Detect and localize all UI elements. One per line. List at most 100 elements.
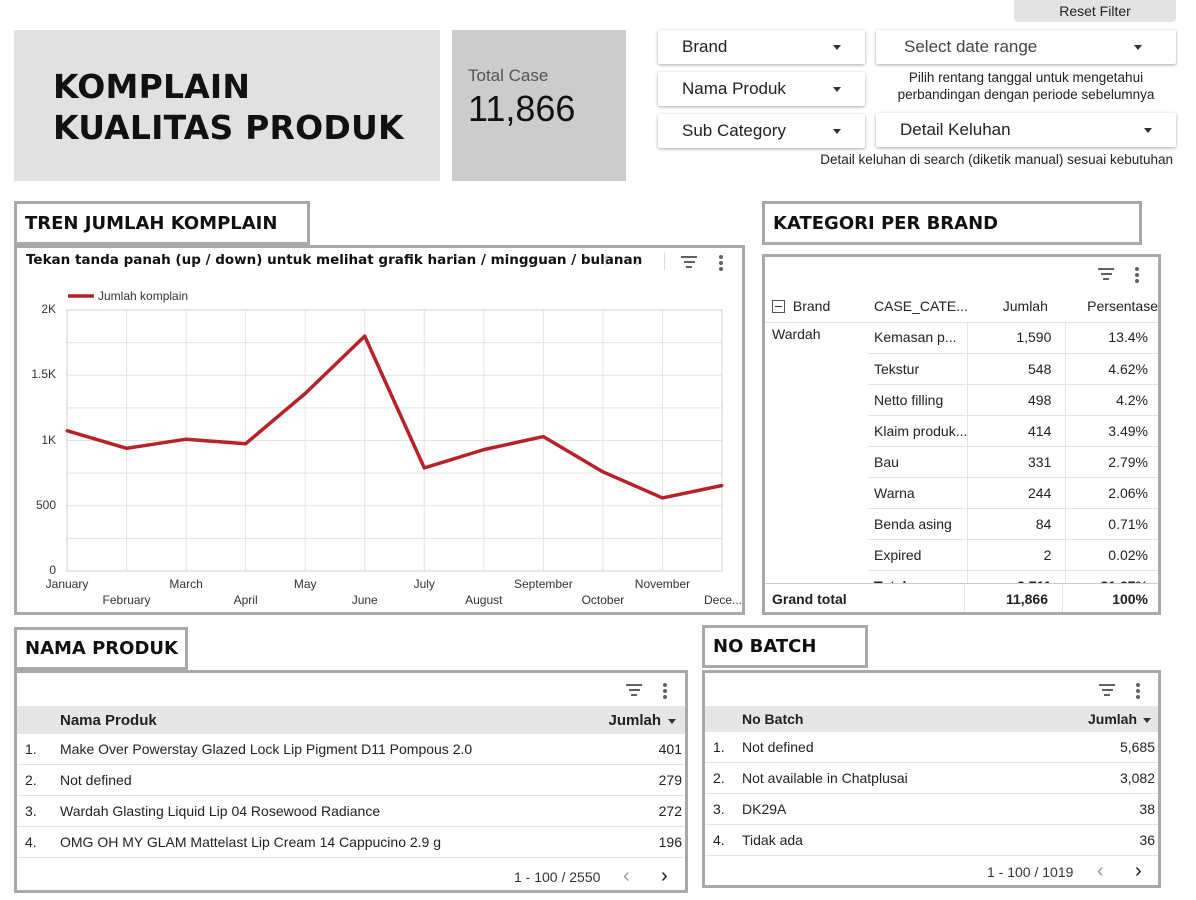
col-header-jumlah[interactable]: Jumlah bbox=[1087, 711, 1137, 727]
x-tick-label: May bbox=[293, 577, 317, 591]
col-header-jumlah[interactable]: Jumlah bbox=[608, 712, 661, 729]
data-point bbox=[303, 392, 307, 396]
x-tick-label: October bbox=[581, 593, 625, 607]
date-range-label: Select date range bbox=[904, 37, 1038, 56]
jumlah-cell: 331 bbox=[967, 446, 1067, 478]
table-row[interactable]: 2. Not available in Chatplusai 3,082 bbox=[705, 763, 1158, 794]
brand-cell bbox=[765, 477, 868, 508]
series-line-jumlah-komplain bbox=[66, 334, 723, 500]
trend-chart-panel bbox=[14, 245, 745, 615]
nama-produk-dropdown-label: Nama Produk bbox=[682, 79, 786, 98]
persentase-cell: 13.4% bbox=[1065, 322, 1158, 354]
sort-desc-icon[interactable] bbox=[668, 719, 676, 724]
row-name: Not defined bbox=[60, 771, 132, 788]
x-tick-label: April bbox=[233, 593, 258, 607]
chevron-left-icon[interactable]: ‹ bbox=[1097, 860, 1104, 882]
col-header-nama-produk[interactable]: Nama Produk bbox=[60, 712, 157, 729]
grand-total-label: Grand total bbox=[772, 591, 847, 607]
nama-produk-pager: 1 - 100 / 2550 bbox=[514, 869, 601, 885]
x-tick-label: Dece... bbox=[703, 593, 742, 607]
category-cell: Expired bbox=[868, 539, 969, 571]
date-range-picker[interactable]: Select date range bbox=[876, 30, 1176, 64]
kpi-total-case: Total Case 11,866 bbox=[452, 30, 626, 181]
more-vert-icon[interactable] bbox=[663, 683, 667, 701]
caret-down-icon bbox=[833, 44, 841, 50]
filter-icon[interactable] bbox=[681, 256, 697, 268]
sort-desc-icon[interactable] bbox=[1143, 718, 1151, 723]
jumlah-cell: 498 bbox=[967, 384, 1067, 416]
table-row[interactable]: 4. OMG OH MY GLAM Mattelast Lip Cream 14 … bbox=[17, 827, 685, 858]
kpi-value: 11,866 bbox=[468, 88, 576, 129]
kategori-table-body: Wardah Kemasan p... 1,590 13.4% Tekstur 548 4.… bbox=[765, 322, 1158, 602]
row-name: Not available in Chatplusai bbox=[742, 769, 908, 786]
col-header-persentase[interactable]: Persentase bbox=[1065, 290, 1158, 323]
caret-down-icon bbox=[833, 128, 841, 134]
jumlah-cell: 244 bbox=[967, 477, 1067, 509]
kategori-table-panel: Brand CASE_CATE... Jumlah Persentase War… bbox=[762, 254, 1161, 615]
row-jumlah: 196 bbox=[658, 833, 682, 850]
caret-down-icon bbox=[1144, 127, 1152, 133]
more-vert-icon[interactable] bbox=[719, 255, 723, 273]
minus-box-icon[interactable] bbox=[772, 299, 785, 313]
row-jumlah: 38 bbox=[1139, 800, 1155, 817]
arrow-up-icon[interactable]: ↑ bbox=[602, 252, 610, 269]
row-name: DK29A bbox=[742, 800, 787, 817]
chevron-left-icon[interactable]: ‹ bbox=[623, 865, 630, 887]
more-vert-icon[interactable] bbox=[1136, 683, 1140, 701]
brand-cell bbox=[765, 353, 868, 384]
filter-icon[interactable] bbox=[1099, 684, 1115, 696]
table-row[interactable]: 4. Tidak ada 36 bbox=[705, 825, 1158, 856]
chevron-right-icon[interactable]: › bbox=[661, 865, 668, 887]
no-batch-pager: 1 - 100 / 1019 bbox=[987, 864, 1074, 880]
sub-category-dropdown-label: Sub Category bbox=[682, 121, 786, 140]
table-row[interactable]: 1. Not defined 5,685 bbox=[705, 732, 1158, 763]
category-cell: Kemasan p... bbox=[868, 322, 969, 354]
row-name: Not defined bbox=[742, 738, 814, 755]
persentase-cell: 4.2% bbox=[1065, 384, 1158, 416]
persentase-cell: 2.06% bbox=[1065, 477, 1158, 509]
col-header-no-batch[interactable]: No Batch bbox=[742, 711, 804, 727]
nama-produk-table-panel: Nama Produk Jumlah 1. Make Over Powerstay… bbox=[14, 670, 688, 893]
row-jumlah: 279 bbox=[658, 771, 682, 788]
data-point bbox=[422, 466, 426, 470]
y-tick-label: 2K bbox=[41, 302, 56, 316]
x-tick-label: July bbox=[413, 577, 435, 591]
table-row[interactable]: 1. Make Over Powerstay Glazed Lock Lip Pi… bbox=[17, 734, 685, 765]
data-point bbox=[660, 496, 664, 500]
detail-keluhan-input[interactable]: Detail Keluhan bbox=[876, 113, 1176, 147]
sub-category-dropdown[interactable]: Sub Category bbox=[658, 114, 865, 148]
persentase-cell: 0.02% bbox=[1065, 539, 1158, 571]
col-header-case-category[interactable]: CASE_CATE... bbox=[868, 290, 968, 323]
date-hint-line1: Pilih rentang tanggal untuk mengetahui bbox=[908, 70, 1144, 85]
reset-filter-button[interactable]: Reset Filter bbox=[1014, 0, 1176, 22]
table-row[interactable]: 3. Wardah Glasting Liquid Lip 04 Rosewood… bbox=[17, 796, 685, 827]
brand-dropdown[interactable]: Brand bbox=[658, 30, 865, 64]
caret-down-icon bbox=[1134, 44, 1142, 50]
filter-icon[interactable] bbox=[626, 684, 642, 696]
jumlah-cell: 414 bbox=[967, 415, 1067, 447]
chart-subtitle: Tekan tanda panah (up / down) untuk meli… bbox=[26, 252, 643, 268]
table-row: Expired 2 0.02% bbox=[765, 539, 1158, 571]
nama-produk-dropdown[interactable]: Nama Produk bbox=[658, 72, 865, 106]
more-vert-icon[interactable] bbox=[1135, 267, 1139, 285]
category-cell: Klaim produk... bbox=[868, 415, 969, 447]
col-header-jumlah[interactable]: Jumlah bbox=[967, 290, 1066, 323]
data-point bbox=[482, 448, 486, 452]
date-range-hint: Pilih rentang tanggal untuk mengetahui p… bbox=[876, 69, 1176, 103]
arrow-down-icon[interactable]: ↓ bbox=[633, 252, 641, 269]
row-jumlah: 401 bbox=[658, 740, 682, 757]
table-row[interactable]: 3. DK29A 38 bbox=[705, 794, 1158, 825]
row-name: Make Over Powerstay Glazed Lock Lip Pigm… bbox=[60, 740, 473, 757]
data-point bbox=[363, 334, 367, 338]
report-title-line2: KUALITAS PRODUK bbox=[53, 108, 404, 147]
row-number: 3. bbox=[25, 802, 37, 819]
x-tick-label: January bbox=[45, 577, 89, 591]
category-cell: Bau bbox=[868, 446, 969, 478]
col-header-brand[interactable]: Brand bbox=[765, 290, 868, 323]
brand-cell bbox=[765, 415, 868, 446]
filter-icon[interactable] bbox=[1098, 268, 1114, 280]
table-row[interactable]: 2. Not defined 279 bbox=[17, 765, 685, 796]
chevron-right-icon[interactable]: › bbox=[1135, 860, 1142, 882]
brand-cell bbox=[765, 539, 868, 570]
report-title-block: KOMPLAIN KUALITAS PRODUK bbox=[14, 30, 440, 181]
